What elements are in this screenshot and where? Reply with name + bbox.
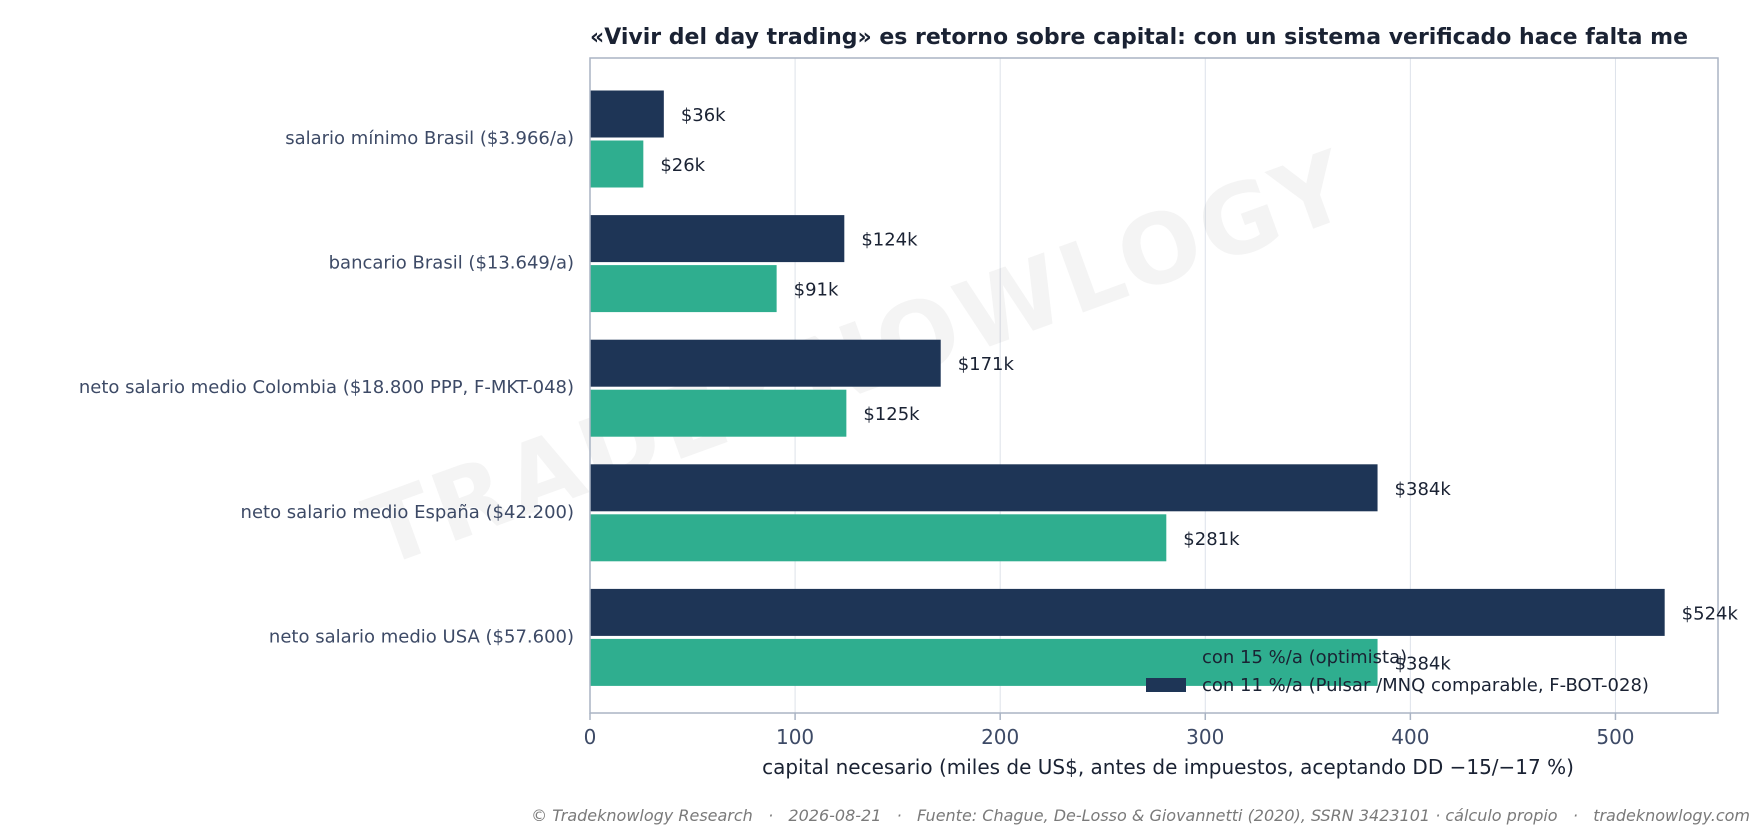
data-label: $36k <box>681 105 726 126</box>
x-tick-label: 0 <box>584 725 597 749</box>
x-tick-label: 500 <box>1596 725 1634 749</box>
chart-title: «Vivir del day trading» es retorno sobre… <box>590 25 1688 50</box>
x-axis-label: capital necesario (miles de US$, antes d… <box>762 755 1574 779</box>
bar-series-15 <box>590 638 1378 686</box>
category-label: bancario Brasil ($13.649/a) <box>329 253 574 274</box>
legend-label: con 15 %/a (optimista) <box>1202 647 1407 668</box>
data-label: $124k <box>861 230 918 251</box>
bar-series-15 <box>590 389 847 437</box>
bar-series-11 <box>590 339 941 387</box>
category-label: neto salario medio Colombia ($18.800 PPP… <box>79 377 574 398</box>
bars <box>590 90 1665 686</box>
data-labels: $36k $26k $124k $91k $171k $125k $384k $281k $52… <box>660 105 1738 674</box>
category-labels: salario mínimo Brasil ($3.966/a) bancario… <box>79 128 574 647</box>
bar-series-11 <box>590 215 845 263</box>
bar-series-11 <box>590 588 1665 636</box>
category-label: salario mínimo Brasil ($3.966/a) <box>285 128 574 149</box>
category-label: neto salario medio España ($42.200) <box>241 502 574 523</box>
category-label: neto salario medio USA ($57.600) <box>269 626 574 647</box>
x-tick-label: 200 <box>981 725 1019 749</box>
legend-swatch <box>1146 650 1186 664</box>
x-ticks: 0 100 200 300 400 500 <box>584 713 1635 749</box>
data-label: $281k <box>1183 529 1240 550</box>
x-tick-label: 400 <box>1391 725 1429 749</box>
legend-label: con 11 %/a (Pulsar /MNQ comparable, F-BO… <box>1202 675 1649 696</box>
bar-series-11 <box>590 90 664 138</box>
bar-series-15 <box>590 140 644 188</box>
data-label: $26k <box>660 155 705 176</box>
data-label: $171k <box>958 354 1015 375</box>
footer-credits: © Tradeknowlogy Research · 2026-08-21 · … <box>531 806 1750 825</box>
data-label: $91k <box>794 280 839 301</box>
plot-frame <box>589 57 1719 714</box>
legend-swatch <box>1146 678 1186 692</box>
x-tick-label: 300 <box>1186 725 1224 749</box>
bar-series-15 <box>590 265 777 313</box>
x-tick-label: 100 <box>776 725 814 749</box>
data-label: $524k <box>1682 603 1739 624</box>
data-label: $125k <box>863 404 920 425</box>
data-label: $384k <box>1395 653 1452 674</box>
legend: con 15 %/a (optimista) con 11 %/a (Pulsar… <box>1146 647 1649 696</box>
bar-series-11 <box>590 464 1378 512</box>
bar-series-15 <box>590 514 1167 562</box>
data-label: $384k <box>1395 479 1452 500</box>
